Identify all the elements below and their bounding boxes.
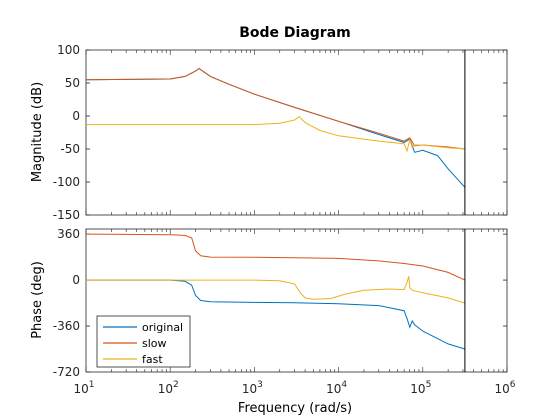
legend: original slow fast [96,315,191,368]
magnitude-series-fast [86,116,465,153]
magnitude-ytick-label: -150 [53,208,80,222]
magnitude-x-ticks [85,50,508,215]
phase-series-original [86,279,466,350]
magnitude-series [85,50,466,215]
x-tick-label: 105 [410,380,431,396]
phase-ytick-label: 0 [72,273,80,287]
phase-series-fast [86,276,466,304]
x-tick-labels: 101 102 103 104 105 106 [73,380,515,396]
magnitude-panel: 100 50 0 -50 -100 -150 Magnitude (dB) [30,43,508,222]
phase-ylabel: Phase (deg) [30,261,45,339]
x-tick-label: 106 [494,380,515,396]
magnitude-ylabel: Magnitude (dB) [30,82,45,182]
magnitude-ytick-label: 50 [65,76,80,90]
magnitude-ytick-label: 0 [72,109,80,123]
x-tick-label: 102 [158,380,179,396]
magnitude-ytick-label: 100 [57,43,80,57]
phase-y-ticks: 360 0 -360 -720 [53,227,507,379]
phase-series-slow [85,233,466,281]
x-axis-label: Frequency (rad/s) [238,401,352,416]
magnitude-ytick-label: -100 [53,175,80,189]
legend-label-original: original [142,321,183,334]
chart-title: Bode Diagram [239,25,351,41]
x-tick-label: 103 [242,380,263,396]
phase-x-ticks [85,229,508,372]
phase-ytick-label: -360 [53,319,80,333]
legend-label-fast: fast [142,353,163,366]
legend-label-slow: slow [142,337,167,350]
x-tick-label: 104 [326,380,347,396]
magnitude-plot-area [85,49,508,216]
phase-ytick-label: -720 [53,365,80,379]
magnitude-ytick-label: -50 [60,142,80,156]
phase-series [85,229,466,372]
x-tick-label: 101 [73,380,94,396]
phase-ytick-label: 360 [57,227,80,241]
magnitude-y-ticks: 100 50 0 -50 -100 -150 [53,43,507,222]
